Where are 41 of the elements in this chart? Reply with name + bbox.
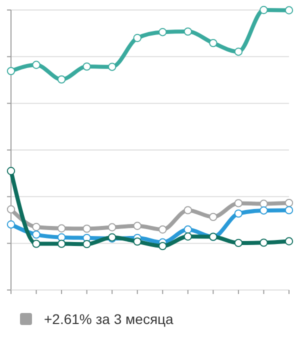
point xyxy=(108,223,116,232)
point xyxy=(82,62,91,71)
point xyxy=(82,224,91,233)
point xyxy=(260,6,268,14)
point xyxy=(32,230,40,239)
point xyxy=(284,237,294,246)
point xyxy=(133,222,142,230)
point xyxy=(209,212,218,222)
point xyxy=(234,209,243,218)
point xyxy=(133,237,142,246)
point xyxy=(234,48,243,56)
point xyxy=(32,240,40,248)
point xyxy=(184,206,192,214)
legend-label: +2.61% за 3 месяца xyxy=(44,311,174,327)
point xyxy=(133,34,142,42)
point xyxy=(234,199,243,208)
point xyxy=(32,60,40,69)
point xyxy=(234,238,243,248)
point xyxy=(260,200,268,208)
point xyxy=(82,240,91,248)
point xyxy=(32,222,40,232)
point xyxy=(184,27,192,36)
point xyxy=(284,206,294,214)
point xyxy=(57,224,66,232)
point xyxy=(260,238,268,247)
point xyxy=(158,225,167,234)
point xyxy=(209,38,218,48)
point xyxy=(108,62,116,71)
point xyxy=(284,198,294,208)
point xyxy=(6,166,16,176)
point xyxy=(57,75,66,84)
point xyxy=(260,206,268,215)
point xyxy=(158,242,167,250)
point xyxy=(184,232,192,241)
point xyxy=(6,205,16,214)
point xyxy=(158,28,167,36)
point xyxy=(6,220,16,229)
point xyxy=(284,6,294,14)
point xyxy=(184,225,192,234)
point xyxy=(6,66,16,76)
point xyxy=(57,240,66,248)
